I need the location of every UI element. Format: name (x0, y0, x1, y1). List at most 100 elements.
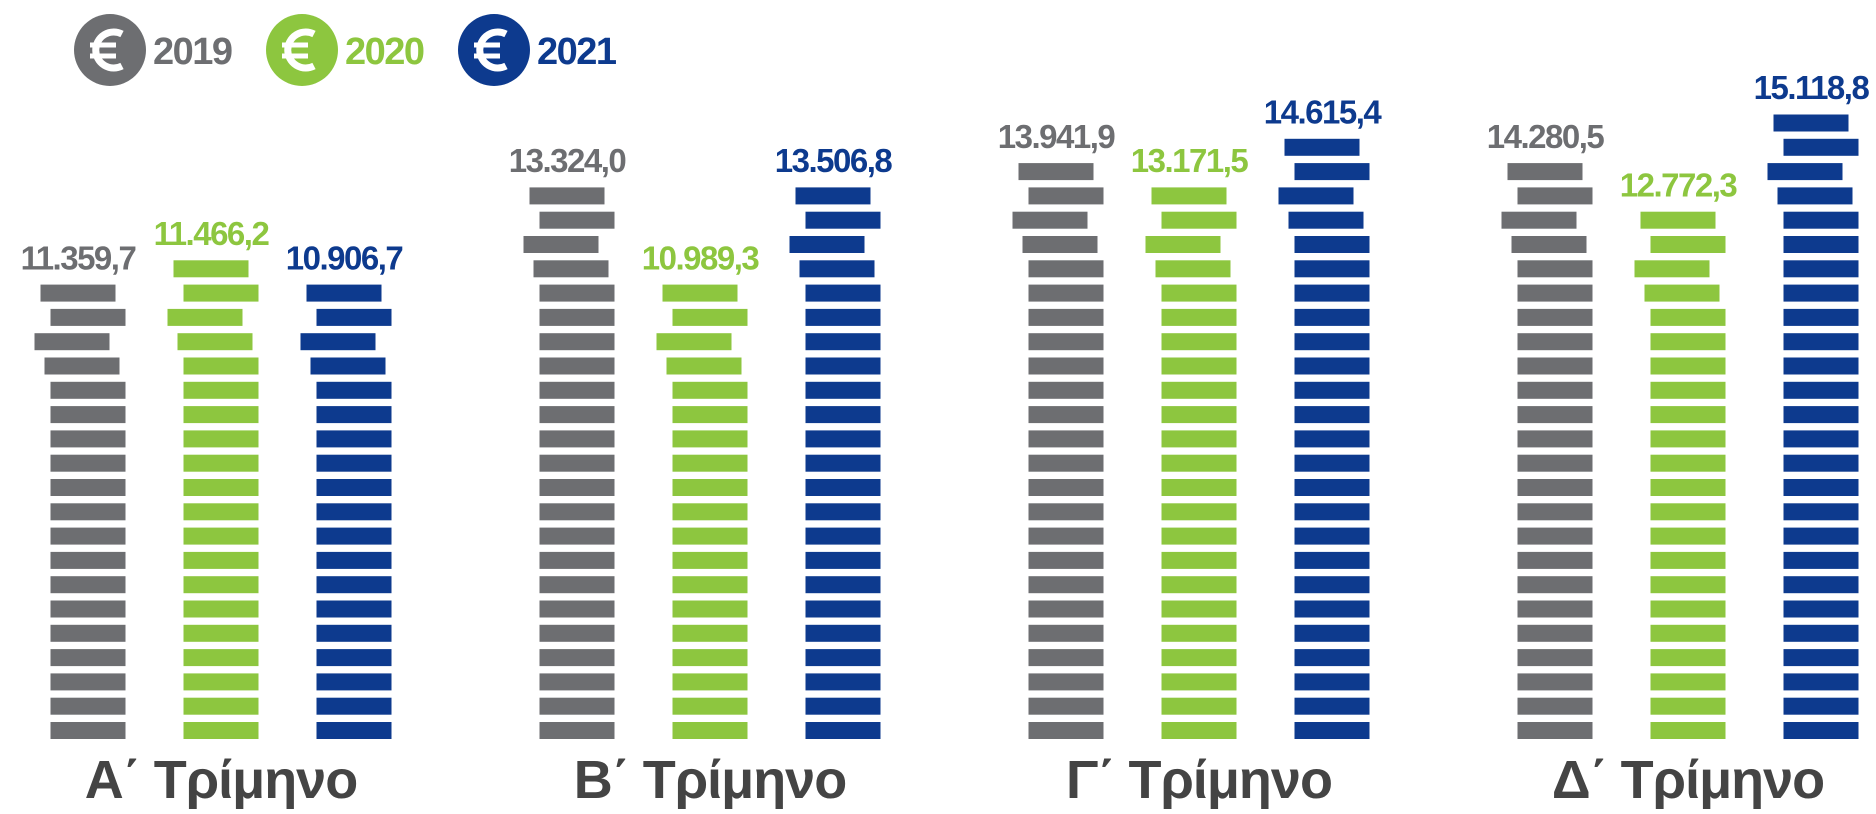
coin (183, 576, 259, 594)
coin (1161, 381, 1237, 399)
coin (316, 479, 392, 496)
coin (1028, 454, 1104, 472)
legend-icon (74, 14, 146, 86)
coin (1294, 576, 1370, 594)
coin (50, 479, 126, 496)
coin (316, 308, 392, 326)
coin (1028, 697, 1104, 715)
coin (1517, 333, 1593, 351)
coin (1028, 308, 1104, 326)
bar (523, 187, 615, 739)
coin (1650, 600, 1726, 618)
coin (1783, 527, 1859, 545)
coin (1517, 357, 1593, 375)
coin (1517, 673, 1593, 691)
coin (1294, 260, 1370, 278)
coin (539, 551, 615, 569)
coin (1161, 649, 1237, 667)
coin (539, 308, 615, 326)
legend-icon (458, 14, 530, 86)
euro-bars (474, 42, 500, 59)
coin (50, 722, 126, 739)
coin (1028, 722, 1104, 739)
coin (1161, 551, 1237, 569)
coin (1028, 357, 1104, 375)
bar (1012, 163, 1104, 739)
coin (1145, 236, 1221, 253)
coin (316, 527, 392, 545)
coin (539, 333, 615, 351)
coin (1783, 722, 1859, 739)
coin (805, 333, 881, 351)
coin (1783, 406, 1859, 424)
coin (1288, 211, 1364, 229)
coin (1028, 406, 1104, 424)
coin (672, 527, 748, 545)
coin (183, 357, 259, 375)
coin (656, 333, 732, 351)
coin (1278, 187, 1354, 205)
coin (1028, 673, 1104, 691)
bar (1145, 187, 1237, 739)
coin (306, 284, 382, 302)
coin (805, 624, 881, 642)
coin (1161, 430, 1237, 448)
coin (539, 284, 615, 302)
coin (183, 649, 259, 667)
coin (1650, 236, 1726, 253)
coin (1511, 236, 1587, 253)
coin (183, 551, 259, 569)
coin (1028, 187, 1104, 205)
coin (183, 673, 259, 691)
coin (316, 722, 392, 739)
coin (672, 697, 748, 715)
coin (789, 236, 865, 253)
coin (1161, 503, 1237, 521)
coin (1777, 187, 1853, 205)
coin (183, 479, 259, 496)
coin (1517, 503, 1593, 521)
coin (805, 649, 881, 667)
coin (539, 430, 615, 448)
coin (805, 527, 881, 545)
coin (539, 649, 615, 667)
coin (183, 527, 259, 545)
coin (1294, 624, 1370, 642)
coin (183, 406, 259, 424)
coin (1517, 576, 1593, 594)
coin (1028, 333, 1104, 351)
coin (316, 697, 392, 715)
coin (1783, 138, 1859, 156)
coin (1294, 527, 1370, 545)
coin (805, 673, 881, 691)
value-label: 11.359,7 (21, 239, 136, 276)
coin (50, 381, 126, 399)
coin (672, 503, 748, 521)
coin (1028, 284, 1104, 302)
coin (316, 503, 392, 521)
coin (1650, 308, 1726, 326)
euro-sign (476, 28, 508, 72)
bar (789, 187, 881, 739)
coin (310, 357, 386, 375)
coin (183, 722, 259, 739)
coin (1161, 576, 1237, 594)
coin (316, 381, 392, 399)
bar (167, 260, 259, 739)
coin (183, 430, 259, 448)
coin (1517, 284, 1593, 302)
coin (1650, 357, 1726, 375)
coin (1507, 163, 1583, 181)
coin (1783, 211, 1859, 229)
coin (1151, 187, 1227, 205)
coin (300, 333, 376, 351)
bar (1634, 211, 1726, 739)
coin (50, 673, 126, 691)
coin (1783, 649, 1859, 667)
coin (1161, 406, 1237, 424)
coin (1783, 576, 1859, 594)
coin (672, 381, 748, 399)
coin (805, 503, 881, 521)
coin (1650, 722, 1726, 739)
coin (805, 308, 881, 326)
